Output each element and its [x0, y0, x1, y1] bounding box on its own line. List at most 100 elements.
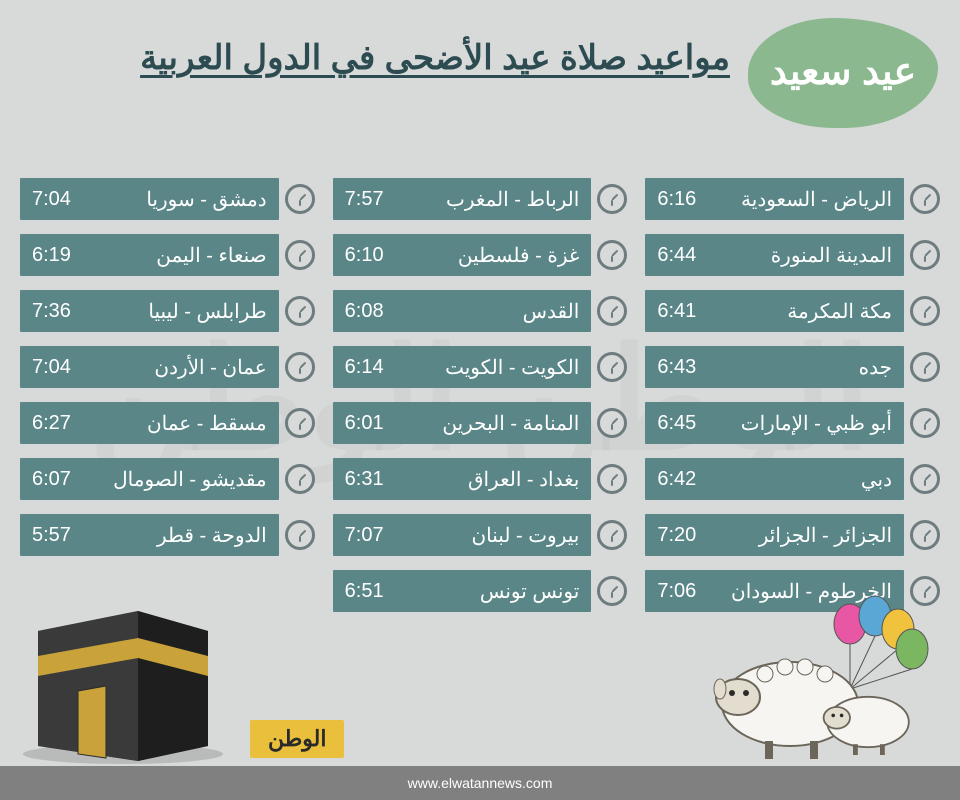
time-bar: مكة المكرمة6:41 [645, 290, 904, 332]
time-row: جده 6:43 [645, 346, 940, 388]
publisher-logo: الوطن [250, 720, 344, 758]
clock-icon [285, 464, 315, 494]
clock-icon [597, 408, 627, 438]
time-bar: صنعاء - اليمن 6:19 [20, 234, 279, 276]
footer-bar: www.elwatannews.com [0, 766, 960, 800]
clock-icon [597, 520, 627, 550]
time-bar: أبو ظبي - الإمارات6:45 [645, 402, 904, 444]
city-label: دبي [861, 467, 892, 492]
time-label: 6:43 [657, 356, 696, 379]
time-bar: غزة - فلسطين 6:10 [333, 234, 592, 276]
time-label: 6:45 [657, 412, 696, 435]
time-label: 7:04 [32, 188, 71, 211]
clock-icon [285, 408, 315, 438]
time-bar: الدوحة - قطر 5:57 [20, 514, 279, 556]
eid-badge-text: عيد سعيد [770, 53, 916, 93]
eid-badge: عيد سعيد [748, 18, 938, 128]
time-row: تونس تونس 6:51 [333, 570, 628, 612]
city-label: غزة - فلسطين [458, 243, 579, 268]
time-label: 7:04 [32, 356, 71, 379]
clock-icon [285, 184, 315, 214]
time-row: عمان - الأردن 7:04 [20, 346, 315, 388]
city-label: عمان - الأردن [154, 355, 266, 380]
time-bar: مسقط - عمان 6:27 [20, 402, 279, 444]
time-bar: بيروت - لبنان 7:07 [333, 514, 592, 556]
city-label: الرباط - المغرب [446, 187, 579, 212]
time-label: 5:57 [32, 524, 71, 547]
city-label: جده [859, 355, 892, 380]
city-label: طرابلس - ليبيا [148, 299, 266, 324]
time-bar: المنامة - البحرين 6:01 [333, 402, 592, 444]
time-label: 6:07 [32, 468, 71, 491]
time-row: مقديشو - الصومال6:07 [20, 458, 315, 500]
time-bar: الكويت - الكويت 6:14 [333, 346, 592, 388]
time-label: 7:57 [345, 188, 384, 211]
time-row: مسقط - عمان 6:27 [20, 402, 315, 444]
clock-icon [597, 296, 627, 326]
time-row: صنعاء - اليمن 6:19 [20, 234, 315, 276]
clock-icon [285, 520, 315, 550]
times-grid: الرياض - السعودية6:16 المدينة المنورة 6:44… [20, 178, 940, 612]
time-label: 6:08 [345, 300, 384, 323]
clock-icon [597, 576, 627, 606]
time-row: دبي 6:42 [645, 458, 940, 500]
clock-icon [597, 240, 627, 270]
city-label: الكويت - الكويت [445, 355, 579, 380]
time-bar: الرياض - السعودية6:16 [645, 178, 904, 220]
time-label: 6:14 [345, 356, 384, 379]
clock-icon [910, 352, 940, 382]
time-bar: القدس 6:08 [333, 290, 592, 332]
clock-icon [285, 352, 315, 382]
time-row: دمشق - سوريا7:04 [20, 178, 315, 220]
city-label: مسقط - عمان [147, 411, 267, 436]
city-label: تونس تونس [480, 579, 579, 604]
kaaba-illustration [18, 576, 228, 766]
city-label: مكة المكرمة [787, 299, 892, 324]
time-bar: المدينة المنورة 6:44 [645, 234, 904, 276]
time-label: 6:44 [657, 244, 696, 267]
time-label: 6:19 [32, 244, 71, 267]
time-row: القدس 6:08 [333, 290, 628, 332]
time-row: الرباط - المغرب 7:57 [333, 178, 628, 220]
time-bar: دبي 6:42 [645, 458, 904, 500]
city-label: بيروت - لبنان [471, 523, 579, 548]
time-row: غزة - فلسطين 6:10 [333, 234, 628, 276]
time-row: مكة المكرمة6:41 [645, 290, 940, 332]
page-title: مواعيد صلاة عيد الأضحى في الدول العربية [140, 38, 730, 78]
time-label: 7:36 [32, 300, 71, 323]
times-column: دمشق - سوريا7:04 صنعاء - اليمن 6:19 طرابلس … [20, 178, 315, 612]
clock-icon [910, 408, 940, 438]
time-bar: بغداد - العراق 6:31 [333, 458, 592, 500]
time-row: المدينة المنورة 6:44 [645, 234, 940, 276]
time-row: الكويت - الكويت 6:14 [333, 346, 628, 388]
time-row: بغداد - العراق 6:31 [333, 458, 628, 500]
time-label: 6:51 [345, 580, 384, 603]
clock-icon [597, 464, 627, 494]
footer-url: www.elwatannews.com [408, 775, 553, 791]
city-label: صنعاء - اليمن [156, 243, 266, 268]
time-label: 6:27 [32, 412, 71, 435]
city-label: المدينة المنورة [771, 243, 892, 268]
time-label: 6:31 [345, 468, 384, 491]
time-bar: جده 6:43 [645, 346, 904, 388]
clock-icon [910, 184, 940, 214]
city-label: القدس [523, 299, 580, 324]
clock-icon [910, 296, 940, 326]
city-label: الدوحة - قطر [157, 523, 267, 548]
time-bar: عمان - الأردن 7:04 [20, 346, 279, 388]
time-bar: طرابلس - ليبيا 7:36 [20, 290, 279, 332]
city-label: بغداد - العراق [468, 467, 579, 492]
time-label: 6:01 [345, 412, 384, 435]
time-label: 6:10 [345, 244, 384, 267]
time-label: 7:06 [657, 580, 696, 603]
time-bar: دمشق - سوريا7:04 [20, 178, 279, 220]
time-row: طرابلس - ليبيا 7:36 [20, 290, 315, 332]
city-label: الجزائر - الجزائر [759, 523, 892, 548]
time-label: 7:20 [657, 524, 696, 547]
time-bar: الرباط - المغرب 7:57 [333, 178, 592, 220]
city-label: المنامة - البحرين [442, 411, 579, 436]
time-label: 7:07 [345, 524, 384, 547]
time-row: الجزائر - الجزائر 7:20 [645, 514, 940, 556]
time-label: 6:42 [657, 468, 696, 491]
time-bar: الجزائر - الجزائر 7:20 [645, 514, 904, 556]
